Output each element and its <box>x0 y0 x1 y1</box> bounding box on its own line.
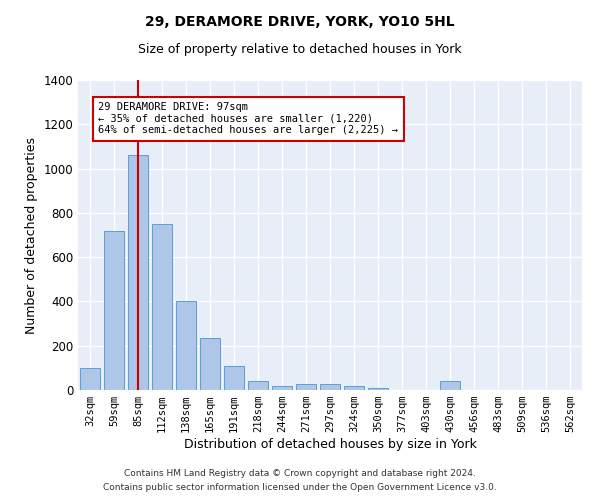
X-axis label: Distribution of detached houses by size in York: Distribution of detached houses by size … <box>184 438 476 451</box>
Bar <box>248 381 268 390</box>
Bar <box>128 156 148 390</box>
Bar <box>440 381 460 390</box>
Bar <box>296 384 316 390</box>
Text: Contains public sector information licensed under the Open Government Licence v3: Contains public sector information licen… <box>103 484 497 492</box>
Bar <box>368 388 388 390</box>
Bar <box>320 384 340 390</box>
Bar <box>104 230 124 390</box>
Bar <box>176 302 196 390</box>
Bar <box>344 386 364 390</box>
Bar <box>272 386 292 390</box>
Text: 29 DERAMORE DRIVE: 97sqm
← 35% of detached houses are smaller (1,220)
64% of sem: 29 DERAMORE DRIVE: 97sqm ← 35% of detach… <box>98 102 398 136</box>
Bar <box>224 366 244 390</box>
Text: Contains HM Land Registry data © Crown copyright and database right 2024.: Contains HM Land Registry data © Crown c… <box>124 468 476 477</box>
Bar <box>152 224 172 390</box>
Text: 29, DERAMORE DRIVE, YORK, YO10 5HL: 29, DERAMORE DRIVE, YORK, YO10 5HL <box>145 15 455 29</box>
Text: Size of property relative to detached houses in York: Size of property relative to detached ho… <box>138 42 462 56</box>
Bar <box>200 338 220 390</box>
Y-axis label: Number of detached properties: Number of detached properties <box>25 136 38 334</box>
Bar <box>80 368 100 390</box>
